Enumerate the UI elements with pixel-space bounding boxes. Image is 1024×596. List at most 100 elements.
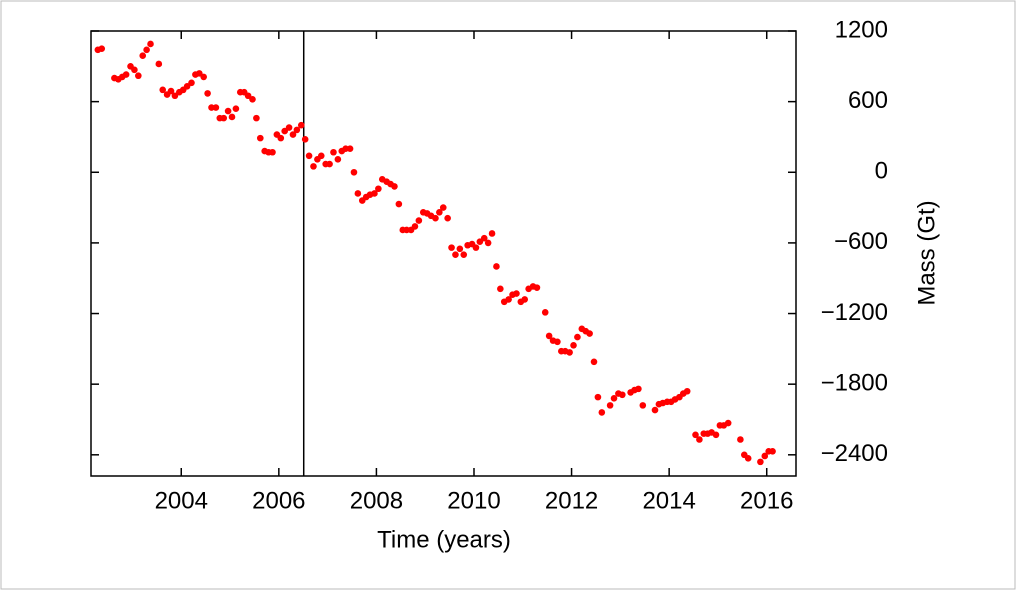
point (476, 238, 484, 246)
point (297, 121, 305, 129)
point (159, 86, 167, 94)
point (554, 338, 561, 346)
point (411, 223, 419, 230)
point (232, 105, 240, 112)
point (391, 183, 398, 190)
point (460, 251, 468, 258)
point (448, 244, 455, 251)
y-tick-label: 600 (848, 87, 888, 114)
point (277, 134, 285, 142)
point (541, 309, 549, 316)
point (143, 46, 150, 54)
point (545, 332, 553, 340)
point (521, 296, 529, 303)
point (439, 204, 447, 211)
point (639, 402, 647, 409)
point (724, 419, 732, 427)
point (493, 263, 500, 270)
point (484, 239, 492, 247)
point (505, 296, 512, 303)
point (204, 90, 211, 97)
point (188, 79, 195, 87)
point (346, 145, 354, 153)
point (533, 284, 541, 291)
point (135, 72, 142, 80)
y-tick-label: −1800 (821, 370, 888, 397)
point (253, 114, 260, 122)
point (769, 447, 776, 455)
point (310, 163, 317, 170)
y-axis-label: Mass (Gt) (913, 200, 940, 305)
point (375, 185, 382, 193)
point (317, 152, 325, 160)
point (606, 402, 614, 409)
point (200, 73, 208, 81)
y-tick-label: −2400 (821, 440, 888, 467)
point (619, 391, 626, 399)
point (183, 83, 191, 90)
point (334, 156, 342, 163)
point (256, 134, 264, 142)
point (444, 214, 451, 222)
point (139, 52, 147, 60)
x-tick-label: 2008 (350, 487, 403, 514)
point (712, 431, 720, 439)
point (574, 333, 581, 341)
y-tick-label: −600 (834, 228, 888, 255)
point (395, 200, 403, 208)
point (131, 66, 138, 74)
point (167, 87, 175, 95)
point (415, 217, 423, 224)
point (513, 290, 520, 297)
point (305, 152, 313, 160)
point (692, 431, 699, 439)
point (196, 70, 203, 77)
x-tick-label: 2014 (642, 487, 695, 514)
point (326, 160, 333, 168)
point (683, 387, 691, 395)
plot-area (90, 30, 797, 477)
point (371, 190, 378, 197)
x-tick-label: 2004 (155, 487, 208, 514)
point (590, 358, 598, 366)
point (651, 406, 659, 414)
point (744, 455, 752, 462)
point (244, 92, 252, 100)
point (594, 393, 602, 401)
point (228, 113, 236, 121)
point (598, 409, 606, 416)
point (488, 230, 496, 237)
point (293, 126, 301, 134)
point (586, 330, 593, 337)
point (436, 208, 443, 216)
point (330, 148, 337, 156)
point (155, 60, 163, 68)
x-tick-label: 2012 (545, 487, 598, 514)
y-tick-label: −1200 (821, 299, 888, 326)
point (497, 285, 504, 293)
point (269, 148, 276, 156)
x-tick-label: 2010 (447, 487, 500, 514)
point (635, 385, 642, 393)
point (249, 95, 256, 103)
point (354, 190, 362, 197)
point (281, 127, 288, 135)
point (761, 452, 769, 460)
point (301, 136, 309, 143)
point (212, 104, 220, 111)
point (432, 214, 439, 222)
point (224, 107, 232, 115)
point (456, 245, 464, 253)
point (350, 168, 358, 176)
point (122, 71, 130, 78)
point (452, 251, 459, 258)
y-tick-label: 1200 (835, 16, 888, 43)
x-tick-label: 2016 (740, 487, 793, 514)
point (472, 244, 480, 251)
point (610, 395, 618, 402)
point (737, 436, 744, 443)
point (147, 40, 154, 48)
point (757, 458, 764, 466)
